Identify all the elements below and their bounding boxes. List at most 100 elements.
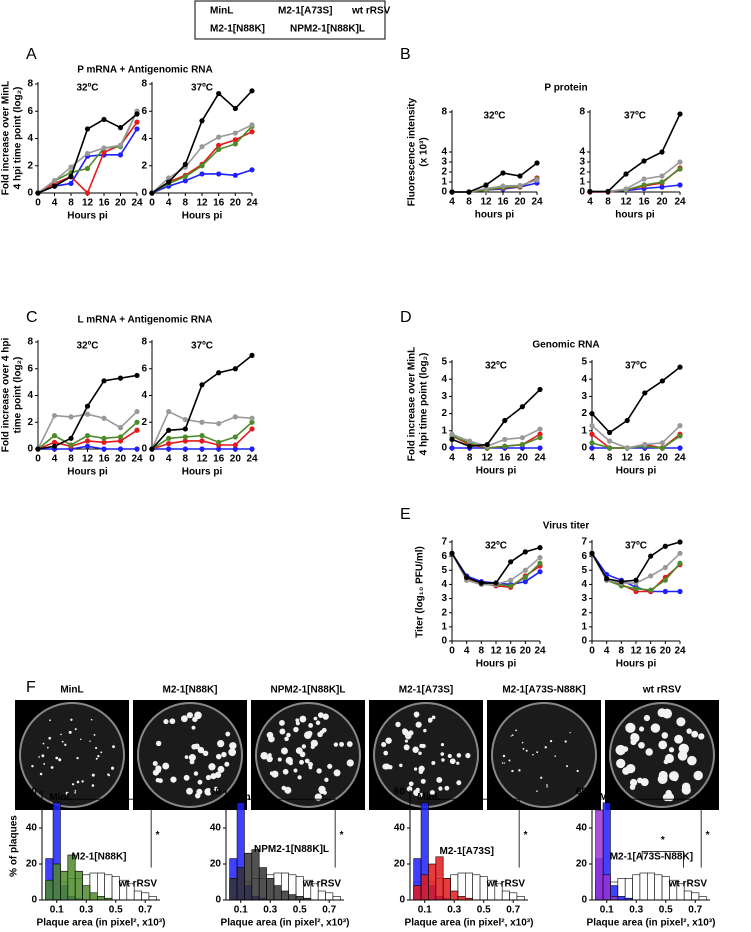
legend-entry: M2-1[A73S] (278, 6, 332, 17)
series-label: M2-1[N88K] (72, 851, 127, 862)
y-tick-label: 0 (399, 895, 405, 906)
plaque (569, 732, 571, 734)
plaque (408, 730, 414, 736)
data-point (216, 420, 222, 427)
data-point (605, 188, 611, 195)
data-point (519, 404, 526, 410)
y-tick-label: 2 (581, 408, 587, 419)
plaque (299, 759, 304, 765)
plaque-well (137, 702, 243, 808)
x-axis-label: Plaque area (in pixel², x10³) (221, 918, 350, 929)
plaque (271, 770, 279, 778)
plaque-label: MinL (60, 685, 83, 696)
data-point (623, 186, 629, 192)
plaque (80, 738, 82, 740)
y-tick-label: 3 (441, 157, 447, 168)
x-tick-label: 24 (534, 646, 546, 657)
bracket (641, 851, 684, 868)
plaque (549, 740, 553, 743)
x-tick-label: 20 (514, 197, 526, 208)
x-tick-label: 4 (449, 453, 455, 464)
legend-entry: wt rRSV (351, 6, 391, 17)
data-point (117, 434, 124, 440)
panel-letter: B (400, 46, 411, 63)
plaque (456, 761, 460, 765)
x-tick-label: 0.3 (447, 905, 461, 916)
x-tick-label: 0 (589, 646, 595, 657)
histogram-bar (295, 896, 304, 901)
histogram-bar (273, 885, 282, 901)
y-tick-label: 20 (210, 859, 222, 870)
plaque (658, 740, 668, 750)
plaque (64, 743, 67, 746)
data-point (68, 442, 74, 448)
plaque (465, 752, 471, 759)
y-tick-label: 3 (579, 157, 585, 168)
plaque (267, 753, 272, 757)
data-point (182, 174, 188, 180)
data-point (68, 435, 74, 441)
plaque (205, 774, 212, 781)
histogram-bar (617, 896, 626, 901)
y-axis-label: 4 hpi time point (log₂) (419, 353, 430, 456)
data-point (648, 587, 654, 593)
plaque (629, 784, 636, 790)
y-tick-label: 6 (581, 551, 587, 562)
data-point (677, 159, 683, 165)
y-tick-label: 40 (210, 823, 222, 834)
histogram-bar (420, 874, 429, 901)
plaque (382, 763, 389, 770)
plaque (413, 767, 418, 771)
histogram-bar (229, 878, 238, 901)
y-tick-label: 40 (394, 823, 406, 834)
y-tick-label: 2 (441, 607, 447, 618)
plaque (93, 733, 96, 736)
data-point (232, 105, 238, 112)
x-tick-label: 24 (674, 646, 686, 657)
plaque (97, 754, 100, 758)
histogram-bar (148, 896, 157, 901)
data-point (537, 545, 543, 551)
x-tick-label: 4 (449, 197, 455, 208)
x-tick-label: 12 (82, 198, 94, 209)
y-tick-label: 4 (27, 133, 33, 144)
data-point (618, 579, 624, 585)
data-point (484, 441, 490, 448)
plaque (674, 734, 683, 744)
plaque (295, 747, 303, 755)
series-line (451, 428, 541, 448)
plaque (630, 739, 637, 746)
plaque (402, 728, 408, 734)
data-point (502, 436, 508, 442)
histogram-bar (332, 896, 341, 901)
plaque (645, 748, 653, 756)
data-point (232, 366, 238, 372)
y-tick-label: 0 (27, 444, 33, 455)
y-tick-label: 0 (31, 895, 37, 906)
data-point (232, 446, 238, 452)
annotation: * (661, 835, 665, 846)
data-point (216, 446, 222, 452)
data-point (216, 171, 222, 177)
data-point (182, 416, 188, 423)
data-point (500, 170, 506, 176)
y-tick-label: 2 (27, 160, 33, 171)
plaque (191, 725, 196, 730)
data-point (232, 137, 238, 143)
series-line (451, 388, 541, 448)
data-point (51, 443, 58, 449)
histogram-bar (428, 863, 437, 901)
plaque (100, 751, 103, 754)
plaque (447, 753, 452, 759)
plaque-label: M2-1[A73S] (399, 685, 453, 696)
data-point (249, 129, 255, 135)
y-tick-label: 4 (141, 133, 147, 144)
x-tick-label: 0.7 (688, 905, 702, 916)
data-point (166, 427, 172, 433)
data-point (51, 178, 58, 184)
y-tick-label: 1 (441, 177, 447, 188)
histogram-bar (236, 867, 245, 901)
plaque (266, 755, 273, 763)
data-point (84, 165, 91, 172)
x-axis-label: Plaque area (in pixel², x10³) (37, 918, 166, 929)
